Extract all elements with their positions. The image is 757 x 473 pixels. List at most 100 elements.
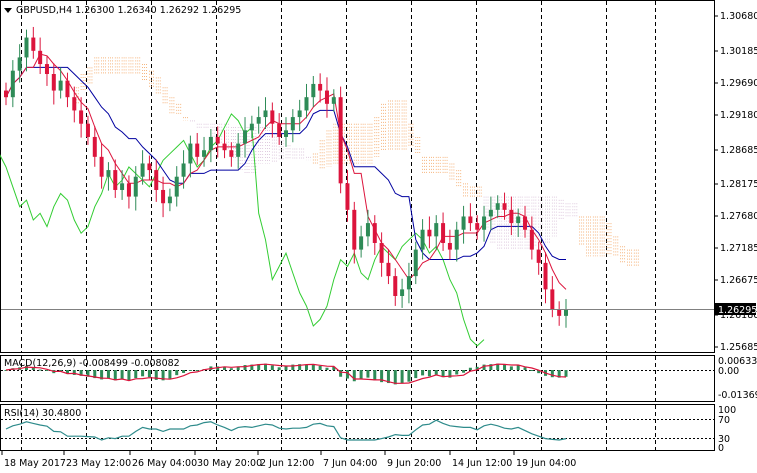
price-axis-label: 1.26180 xyxy=(720,310,757,321)
macd-bar xyxy=(407,370,411,382)
price-axis-label: 1.27680 xyxy=(720,211,757,222)
rsi-panel[interactable] xyxy=(0,404,715,451)
candle-body xyxy=(509,209,514,224)
macd-bar xyxy=(250,364,254,370)
macd-bar xyxy=(352,370,356,382)
macd-bar xyxy=(229,368,233,370)
macd-bar xyxy=(134,370,138,379)
macd-bar xyxy=(236,366,240,370)
macd-bar xyxy=(100,370,104,380)
kijun-sen-line xyxy=(5,66,566,260)
candle-body xyxy=(413,249,418,277)
candle-body xyxy=(379,242,384,263)
candle-body xyxy=(208,136,213,151)
macd-bar xyxy=(345,370,349,379)
candle-body xyxy=(475,223,480,230)
candle-body xyxy=(468,216,473,224)
candle-body xyxy=(461,216,466,230)
current-price-label: 1.26295 xyxy=(718,305,757,316)
candle-body xyxy=(120,183,125,190)
rsi-axis-label: 0 xyxy=(718,443,724,454)
candle-body xyxy=(345,183,350,210)
macd-bar xyxy=(373,370,377,381)
time-axis-label: 26 May 04:00 xyxy=(132,458,197,469)
candle-body xyxy=(188,143,193,164)
candle-body xyxy=(133,176,138,197)
candle-body xyxy=(44,64,49,75)
main-chart-panel[interactable] xyxy=(0,0,715,353)
candle-body xyxy=(174,176,179,197)
macd-bar xyxy=(72,370,76,375)
candle-body xyxy=(502,203,507,210)
macd-bar xyxy=(168,370,172,379)
price-axis-label: 1.28175 xyxy=(720,179,757,190)
candle-body xyxy=(454,229,459,250)
candle-body xyxy=(215,136,220,144)
candle-body xyxy=(99,156,104,177)
macd-bar xyxy=(311,364,315,370)
price-axis-label: 1.28685 xyxy=(720,145,757,156)
macd-bar xyxy=(120,370,124,380)
candle-body xyxy=(318,83,323,91)
candle-body xyxy=(331,97,336,104)
candle-body xyxy=(386,262,391,277)
time-axis[interactable]: 18 May 2017 23 May 12:00 26 May 04:00 30 Ma… xyxy=(1,451,576,469)
macd-axis: 0.0063380.00 -0.013692 xyxy=(718,356,757,401)
price-axis-label: 1.30185 xyxy=(720,46,757,57)
macd-histogram xyxy=(4,363,568,385)
price-axis[interactable]: 1.30680 1.30185 1.29690 1.29180 1.28685 1.281… xyxy=(714,11,757,353)
collapse-triangle-icon[interactable] xyxy=(4,8,12,13)
current-price-tag xyxy=(715,303,756,315)
macd-bar xyxy=(257,364,261,370)
candle-body xyxy=(58,80,63,91)
macd-bar xyxy=(489,364,493,370)
candle-body xyxy=(140,163,145,177)
candle-body xyxy=(249,123,254,131)
macd-axis-label: 0.006338 xyxy=(718,356,757,367)
macd-bar xyxy=(45,370,49,371)
macd-bar xyxy=(475,366,479,370)
candle-body xyxy=(277,123,282,137)
macd-bar xyxy=(421,370,425,376)
macd-bar xyxy=(557,370,561,378)
candle-body xyxy=(92,136,97,157)
candle-body xyxy=(372,223,377,243)
macd-bar xyxy=(291,364,295,370)
chikou-span-line xyxy=(0,113,485,347)
macd-axis-label: 0.00 xyxy=(718,366,739,377)
macd-bar xyxy=(386,370,390,384)
candle-body xyxy=(17,57,22,71)
candle-body xyxy=(406,276,411,290)
macd-bar xyxy=(455,370,459,375)
macd-panel[interactable] xyxy=(0,355,715,402)
rsi-title: RSI(14) 30.4800 xyxy=(4,408,81,419)
macd-bar xyxy=(141,370,145,377)
candle-body xyxy=(113,170,118,190)
macd-bar xyxy=(339,370,343,377)
macd-bar xyxy=(516,365,520,370)
candle-body xyxy=(441,223,446,243)
macd-bar xyxy=(537,370,541,374)
macd-title: MACD(12,26,9) -0.008499 -0.008082 xyxy=(4,358,180,369)
candle-body xyxy=(236,143,241,157)
time-axis-label: 18 May 2017 xyxy=(4,458,66,469)
macd-bar xyxy=(325,367,329,370)
candle-body xyxy=(324,90,329,104)
candle-body xyxy=(365,223,370,237)
candle-body xyxy=(427,229,432,237)
candle-body xyxy=(393,276,398,296)
candle-body xyxy=(202,150,207,157)
macd-bar xyxy=(332,366,336,370)
macd-bar xyxy=(434,370,438,375)
candle-body xyxy=(434,223,439,237)
macd-bar xyxy=(414,370,418,379)
candle-body xyxy=(181,163,186,177)
macd-axis-label: -0.013692 xyxy=(718,390,757,401)
period-separators xyxy=(21,1,656,450)
candle-body xyxy=(154,170,159,190)
macd-bar xyxy=(147,370,151,378)
macd-bar xyxy=(182,370,186,373)
candle-body xyxy=(79,110,84,124)
macd-bar xyxy=(38,369,42,371)
